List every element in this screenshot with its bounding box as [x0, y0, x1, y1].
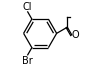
Text: Cl: Cl — [22, 2, 32, 12]
Text: Br: Br — [22, 56, 33, 66]
Text: O: O — [72, 30, 80, 40]
